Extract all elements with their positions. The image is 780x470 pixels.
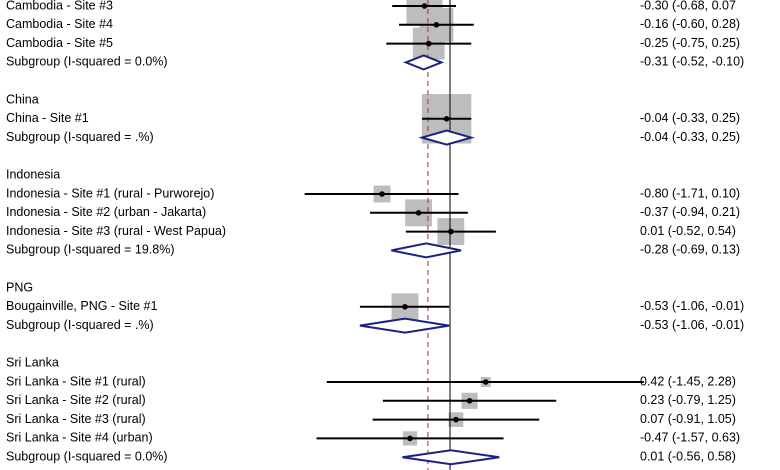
ci-text: -0.25 (-0.75, 0.25) <box>640 36 740 50</box>
row-label: Sri Lanka - Site #4 (urban) <box>6 431 153 445</box>
row-label: Subgroup (I-squared = 0.0%) <box>6 449 168 463</box>
point-estimate <box>448 228 454 235</box>
ci-text: 0.23 (-0.79, 1.25) <box>640 393 736 407</box>
ci-text: 0.42 (-1.45, 2.28) <box>640 374 736 388</box>
row-label: Subgroup (I-squared = .%) <box>6 318 154 332</box>
group-header: Indonesia <box>6 167 60 181</box>
group-header: PNG <box>6 280 33 294</box>
subgroup-diamond <box>402 449 500 466</box>
point-estimate <box>407 435 413 442</box>
row-label: Cambodia - Site #3 <box>6 0 113 12</box>
row-label: Bougainville, PNG - Site #1 <box>6 299 158 313</box>
point-estimate <box>453 416 459 423</box>
subgroup-diamond <box>359 317 450 334</box>
ci-text: -0.37 (-0.94, 0.21) <box>640 205 740 219</box>
point-estimate <box>421 3 428 9</box>
ci-text: -0.31 (-0.52, -0.10) <box>640 55 744 69</box>
point-estimate <box>379 191 385 197</box>
ci-text: -0.28 (-0.69, 0.13) <box>640 243 740 257</box>
point-estimate <box>466 398 473 404</box>
subgroup-diamond <box>391 242 462 259</box>
row-label: Indonesia - Site #2 (urban - Jakarta) <box>6 205 206 219</box>
point-estimate <box>415 210 422 216</box>
subgroup-diamond <box>403 54 445 71</box>
row-label: Indonesia - Site #1 (rural - Purworejo) <box>6 186 214 200</box>
ci-text: 0.01 (-0.52, 0.54) <box>640 224 736 238</box>
ci-text: -0.47 (-1.57, 0.63) <box>640 431 740 445</box>
row-label: Subgroup (I-squared = .%) <box>6 130 154 144</box>
ci-text: -0.53 (-1.06, -0.01) <box>640 299 744 313</box>
ci-text: -0.80 (-1.71, 0.10) <box>640 186 740 200</box>
point-estimate <box>402 304 408 310</box>
row-label: Sri Lanka - Site #3 (rural) <box>6 412 146 426</box>
row-label: Cambodia - Site #4 <box>6 17 113 31</box>
ci-text: -0.53 (-1.06, -0.01) <box>640 318 744 332</box>
row-label: Subgroup (I-squared = 19.8%) <box>6 243 175 257</box>
point-estimate <box>482 379 489 385</box>
point-estimate <box>433 22 440 28</box>
row-label: China - Site #1 <box>6 111 89 125</box>
point-estimate <box>443 116 450 122</box>
row-label: Subgroup (I-squared = 0.0%) <box>6 55 168 69</box>
ci-text: 0.01 (-0.56, 0.58) <box>640 449 736 463</box>
group-header: China <box>6 92 39 106</box>
ci-text: -0.16 (-0.60, 0.28) <box>640 17 740 31</box>
group-header: Sri Lanka <box>6 355 59 369</box>
subgroup-diamond <box>418 129 475 146</box>
row-label: Indonesia - Site #3 (rural - West Papua) <box>6 224 226 238</box>
ci-text: 0.07 (-0.91, 1.05) <box>640 412 736 426</box>
row-label: Cambodia - Site #5 <box>6 36 113 50</box>
ci-text: -0.04 (-0.33, 0.25) <box>640 130 740 144</box>
row-label: Sri Lanka - Site #1 (rural) <box>6 374 146 388</box>
ci-text: -0.30 (-0.68, 0.07 <box>640 0 736 12</box>
ci-text: -0.04 (-0.33, 0.25) <box>640 111 740 125</box>
point-estimate <box>425 40 432 47</box>
row-label: Sri Lanka - Site #2 (rural) <box>6 393 146 407</box>
